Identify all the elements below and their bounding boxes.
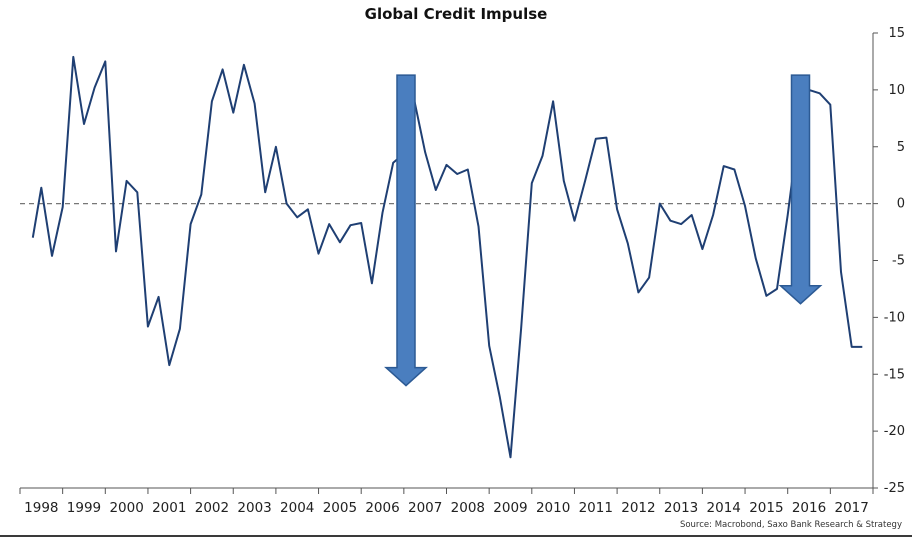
annotation-layer bbox=[384, 74, 823, 387]
y-tick-label: -5 bbox=[892, 254, 905, 269]
down-arrow-annotation bbox=[778, 74, 823, 305]
x-tick-label: 2002 bbox=[195, 500, 229, 516]
x-tick-label: 2014 bbox=[707, 500, 741, 516]
y-tick-label: -15 bbox=[884, 367, 905, 382]
x-tick-label: 2011 bbox=[579, 500, 613, 516]
x-tick-label: 2008 bbox=[451, 500, 485, 516]
x-tick-label: 2016 bbox=[792, 500, 826, 516]
y-tick-label: 0 bbox=[897, 197, 905, 212]
credit-impulse-line bbox=[31, 55, 863, 459]
y-tick-label: 15 bbox=[888, 26, 905, 41]
x-tick-label: 2001 bbox=[152, 500, 186, 516]
source-note: Source: Macrobond, Saxo Bank Research & … bbox=[680, 520, 902, 530]
x-tick-label: 2005 bbox=[323, 500, 357, 516]
x-tick-label: 1999 bbox=[67, 500, 101, 516]
x-tick-label: 2006 bbox=[365, 500, 399, 516]
down-arrow-annotation bbox=[384, 74, 428, 387]
x-tick-label: 2012 bbox=[621, 500, 655, 516]
chart-title: Global Credit Impulse bbox=[365, 5, 548, 23]
y-tick-label: 10 bbox=[888, 83, 905, 98]
x-tick-label: 2015 bbox=[749, 500, 783, 516]
axes-layer bbox=[20, 33, 874, 489]
x-tick-label: 2007 bbox=[408, 500, 442, 516]
series-layer bbox=[31, 55, 863, 459]
x-tick-label: 1998 bbox=[24, 500, 58, 516]
x-tick-label: 2009 bbox=[493, 500, 527, 516]
y-tick-label: -25 bbox=[884, 481, 905, 496]
y-tick-label: -20 bbox=[884, 424, 905, 439]
x-tick-label: 2010 bbox=[536, 500, 570, 516]
x-tick-label: 2004 bbox=[280, 500, 314, 516]
x-tick-label: 2000 bbox=[109, 500, 143, 516]
y-tick-label: 5 bbox=[897, 140, 905, 155]
y-tick-label: -10 bbox=[884, 310, 905, 325]
x-ticks: 1998 1999 2000 2001 2002 2003 2004 2005 2006 2007… bbox=[19, 488, 874, 516]
y-ticks: 15 10 5 0 -5 -10 -15 -20 -25 bbox=[873, 26, 905, 496]
x-tick-label: 2017 bbox=[834, 500, 868, 516]
x-tick-label: 2003 bbox=[237, 500, 271, 516]
x-tick-label: 2013 bbox=[664, 500, 698, 516]
